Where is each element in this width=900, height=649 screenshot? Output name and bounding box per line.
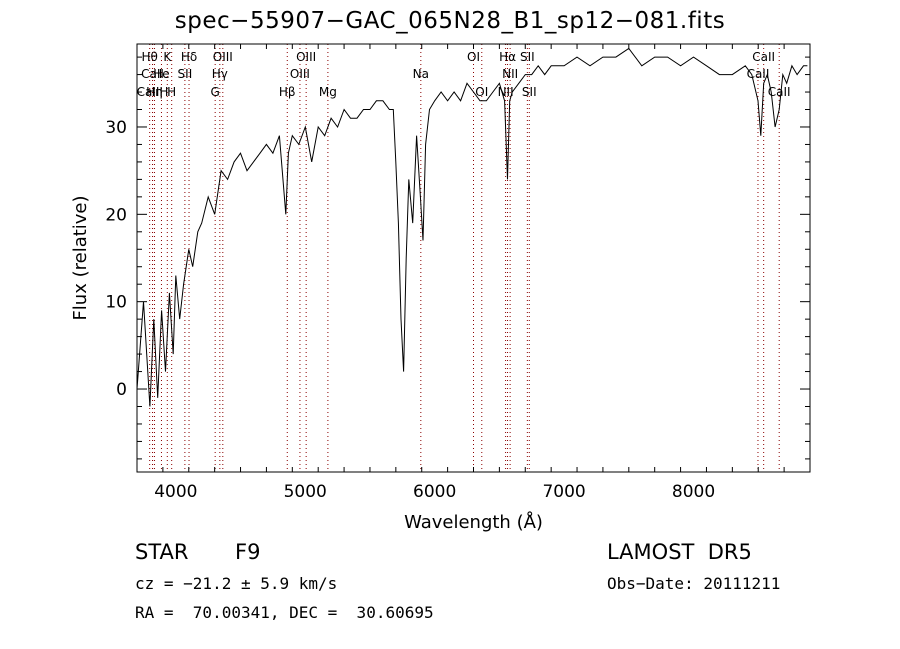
line-marker-label-5: Hη xyxy=(146,85,163,99)
line-marker-label-25: CaII xyxy=(747,67,770,81)
survey-label: LAMOST DR5 xyxy=(607,540,752,564)
line-marker-label-7: Hδ xyxy=(181,50,197,64)
spectrum-line xyxy=(136,47,808,407)
line-marker-label-10: Hγ xyxy=(212,67,228,81)
line-marker-label-1: CaII xyxy=(141,67,164,81)
x-tick-label: 6000 xyxy=(413,482,456,502)
line-marker-label-14: OIII xyxy=(290,67,310,81)
x-tick-label: 7000 xyxy=(542,482,585,502)
x-axis-label: Wavelength (Å) xyxy=(404,511,543,533)
y-axis-label: Flux (relative) xyxy=(70,195,91,320)
line-marker-label-24: CaII xyxy=(752,50,775,64)
line-marker-label-6: H xyxy=(167,85,176,99)
y-tick-label: 20 xyxy=(105,205,127,225)
line-marker-label-26: CaII xyxy=(768,85,791,99)
chart-title: spec−55907−GAC_065N28_B1_sp12−081.fits xyxy=(174,8,726,34)
y-tick-label: 30 xyxy=(105,118,127,138)
subclass: F9 xyxy=(235,540,261,564)
line-marker-label-9: OIII xyxy=(213,50,233,64)
obs-date-text: Obs−Date: 20111211 xyxy=(607,574,781,593)
line-marker-label-4: He xyxy=(153,67,169,81)
line-marker-label-19: Hα xyxy=(499,50,516,64)
line-marker-label-13: OIII xyxy=(296,50,316,64)
line-marker-label-8: SII xyxy=(178,67,193,81)
x-tick-label: 5000 xyxy=(284,482,327,502)
line-marker-label-0: Hθ xyxy=(141,50,157,64)
y-tick-label: 10 xyxy=(105,293,127,313)
line-marker-label-17: OI xyxy=(467,50,480,64)
object-type: STAR xyxy=(135,540,189,564)
x-tick-label: 8000 xyxy=(672,482,715,502)
y-tick-label: 0 xyxy=(116,380,127,400)
line-marker-label-20: NII xyxy=(502,67,518,81)
coordinates-text: RA = 70.00341, DEC = 30.60695 xyxy=(135,603,434,622)
line-marker-label-22: SII xyxy=(520,50,535,64)
line-marker-label-21: NII xyxy=(498,85,514,99)
velocity-text: cz = −21.2 ± 5.9 km/s xyxy=(135,574,338,593)
line-marker-label-2: CaIIH xyxy=(137,85,169,99)
line-marker-label-16: Na xyxy=(413,67,429,81)
line-marker-label-3: K xyxy=(163,50,172,64)
line-marker-label-23: SII xyxy=(522,85,537,99)
line-marker-label-18: OI xyxy=(475,85,488,99)
line-marker-label-15: Mg xyxy=(319,85,337,99)
line-marker-label-11: G xyxy=(211,85,220,99)
x-tick-label: 4000 xyxy=(154,482,197,502)
line-marker-label-12: Hβ xyxy=(279,85,296,99)
